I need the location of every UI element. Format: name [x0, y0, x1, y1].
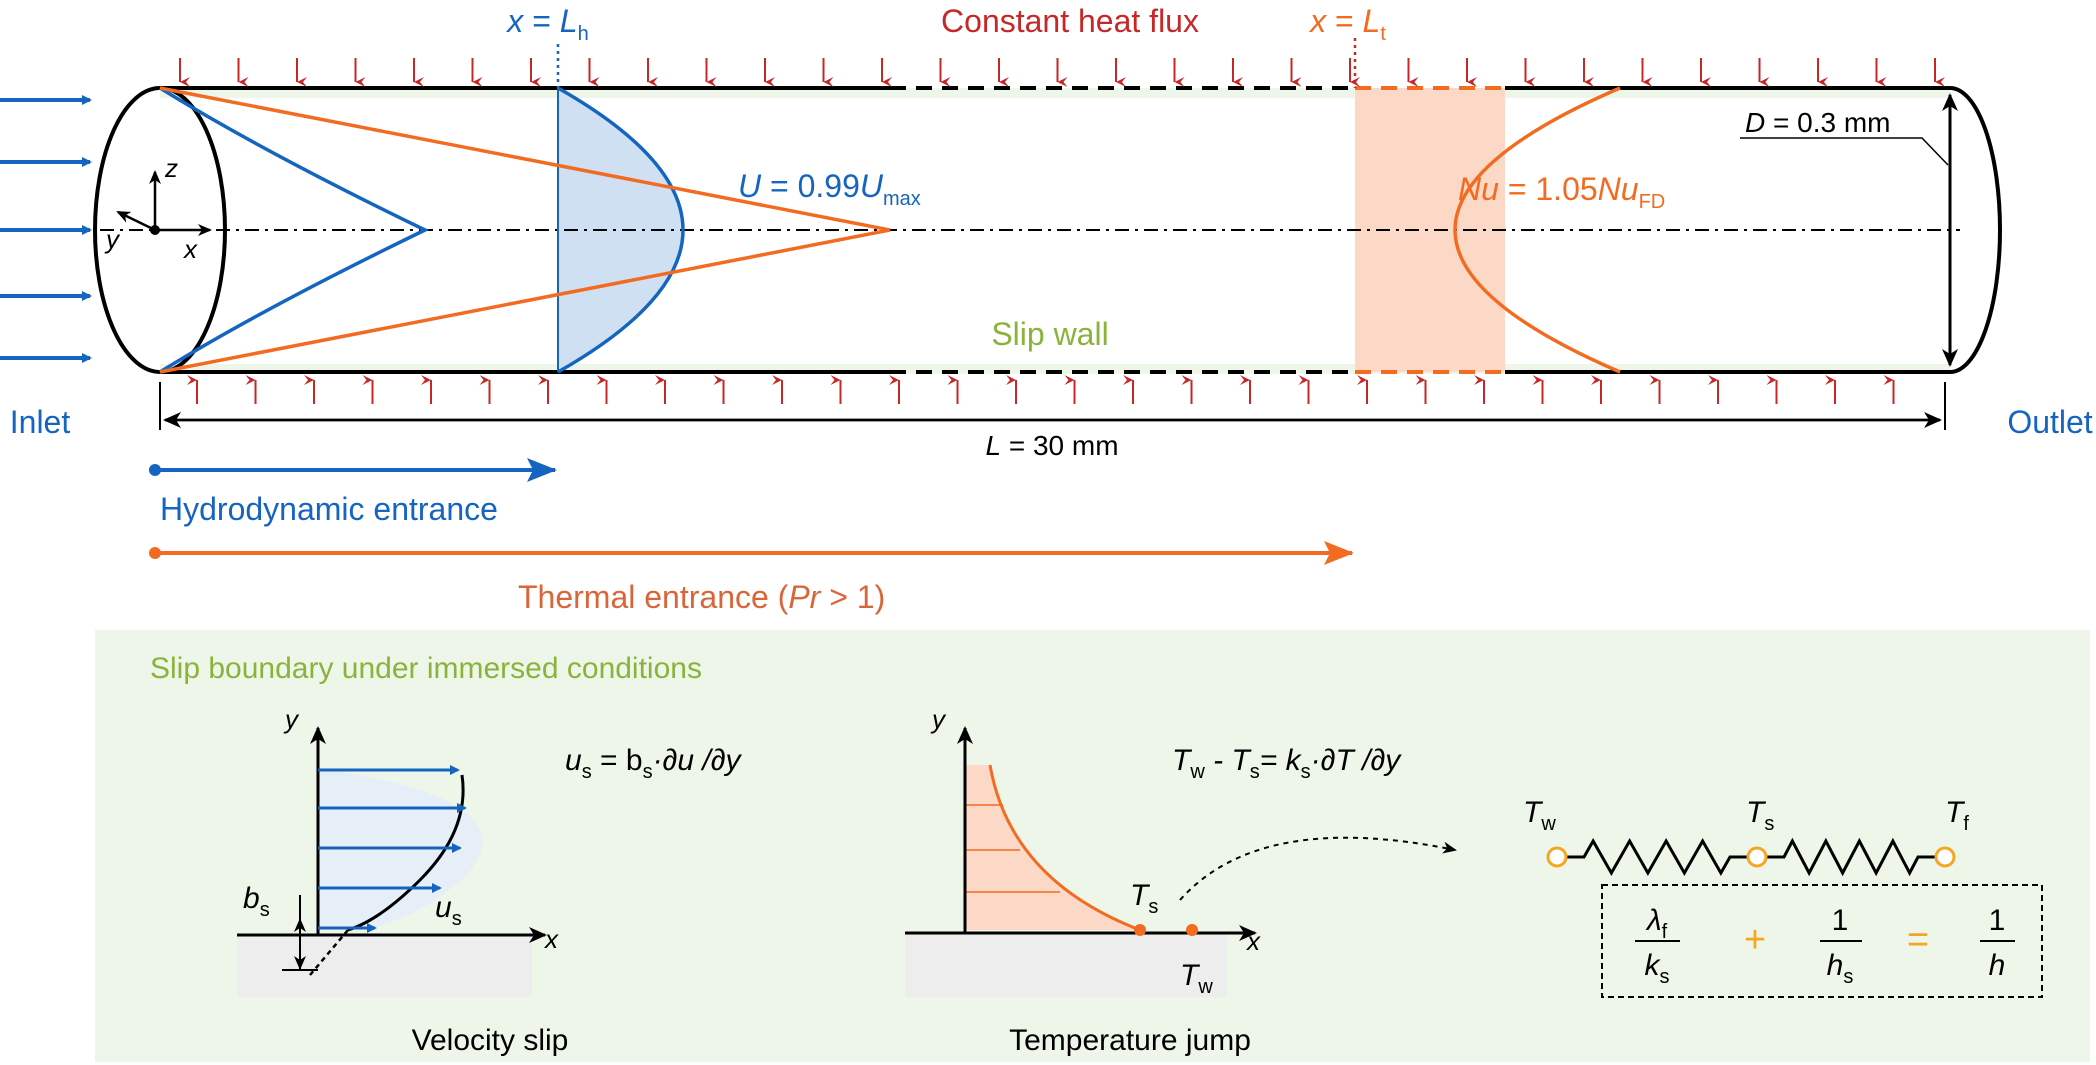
- resistor-slip: [1566, 837, 1748, 877]
- velocity-profile: [557, 86, 685, 374]
- frac1-num: λf: [1645, 904, 1668, 943]
- diameter-leader: [1740, 137, 1949, 166]
- length-label: L = 30 mm: [985, 430, 1118, 461]
- hydro-boundary-layer: [159, 86, 430, 374]
- frac3-den: h: [1989, 949, 2006, 982]
- node-Tw: [1546, 846, 1568, 868]
- node-Tw-label: Tw: [1523, 796, 1556, 835]
- outlet-label: Outlet: [2007, 404, 2092, 440]
- temperature-profile-fill: [965, 765, 1140, 930]
- velocity-ground: [237, 935, 532, 997]
- outlet-ellipse: [1949, 86, 2002, 374]
- temperature-jump-diagram: [905, 726, 1457, 997]
- velocity-slip-equation: us = bs·∂u /∂y: [565, 744, 743, 783]
- temperature-axis-y-label: y: [930, 704, 947, 734]
- slip-wall-label: Slip wall: [991, 316, 1108, 352]
- axis-x-label: x: [182, 234, 198, 264]
- inlet-arrows: [0, 95, 92, 363]
- resistor-fluid: [1766, 837, 1936, 877]
- Lt-label: x = Lt: [1308, 3, 1386, 45]
- Tw-label: Tw: [1180, 959, 1213, 998]
- velocity-slip-caption: Velocity slip: [412, 1024, 569, 1057]
- thermal-resistor-network: [1546, 837, 1956, 877]
- pipe-group: [93, 38, 2002, 430]
- node-Tf: [1934, 846, 1956, 868]
- slip-extrapolation: [309, 929, 349, 976]
- temperature-axis-x-label: x: [1245, 926, 1261, 956]
- velocity-slip-diagram: [237, 726, 547, 997]
- inlet-label: Inlet: [10, 404, 71, 440]
- velocity-axis-y-label: y: [283, 704, 300, 734]
- plus-sign: +: [1744, 919, 1766, 961]
- axis-y-label: y: [104, 224, 121, 254]
- Ts-label: Ts: [1130, 879, 1158, 918]
- formula-box: [1601, 884, 2043, 998]
- temperature-jump-equation: Tw - Ts= ks·∂T /∂y: [1172, 744, 1402, 783]
- temperature-profile-curve: [988, 764, 1141, 932]
- frac2-num: 1: [1832, 904, 1849, 937]
- velocity-arrows: [318, 765, 467, 933]
- heat-flux-arrows-bottom: [187, 375, 1895, 404]
- equals-sign: =: [1907, 919, 1929, 961]
- temperature-ground: [905, 933, 1227, 997]
- us-label: us: [435, 891, 462, 930]
- axis-y: [116, 210, 156, 232]
- slip-layer-bottom: [160, 364, 1950, 374]
- Ts-point: [1134, 924, 1146, 936]
- temperature-hatch-lines: [965, 804, 1060, 893]
- diameter-label: D = 0.3 mm: [1745, 107, 1891, 138]
- nusselt-label: Nu = 1.05NuFD: [1458, 171, 1665, 213]
- node-Ts-label: Ts: [1746, 796, 1774, 835]
- nusselt-profile: [1453, 86, 1621, 374]
- Tw-point: [1186, 924, 1198, 936]
- resistance-formula: λf ks + 1 hs = 1 h: [1635, 904, 2015, 988]
- heat-flux-arrows-top: [179, 58, 1945, 87]
- frac3-num: 1: [1989, 904, 2006, 937]
- thermal-entrance-label: Thermal entrance (Pr > 1): [518, 579, 885, 615]
- heat-flux-label: Constant heat flux: [941, 3, 1199, 39]
- frac1-den: ks: [1645, 949, 1670, 988]
- slip-layer-top: [160, 88, 1950, 98]
- axis-z-label: z: [164, 153, 178, 183]
- frac2-den: hs: [1827, 949, 1854, 988]
- panel-title: Slip boundary under immersed conditions: [150, 652, 702, 685]
- velocity-axis-x-label: x: [543, 924, 559, 954]
- velocity-label: U = 0.99Umax: [738, 168, 921, 210]
- Lh-label: x = Lh: [505, 3, 588, 45]
- jump-link-arrow: [1179, 836, 1457, 901]
- temperature-jump-caption: Temperature jump: [1009, 1024, 1251, 1057]
- hydro-entrance-label: Hydrodynamic entrance: [160, 491, 498, 527]
- node-Ts: [1746, 846, 1768, 868]
- bs-label: bs: [243, 882, 270, 921]
- thermal-boundary-layer: [159, 86, 891, 374]
- node-Tf-label: Tf: [1945, 796, 1969, 835]
